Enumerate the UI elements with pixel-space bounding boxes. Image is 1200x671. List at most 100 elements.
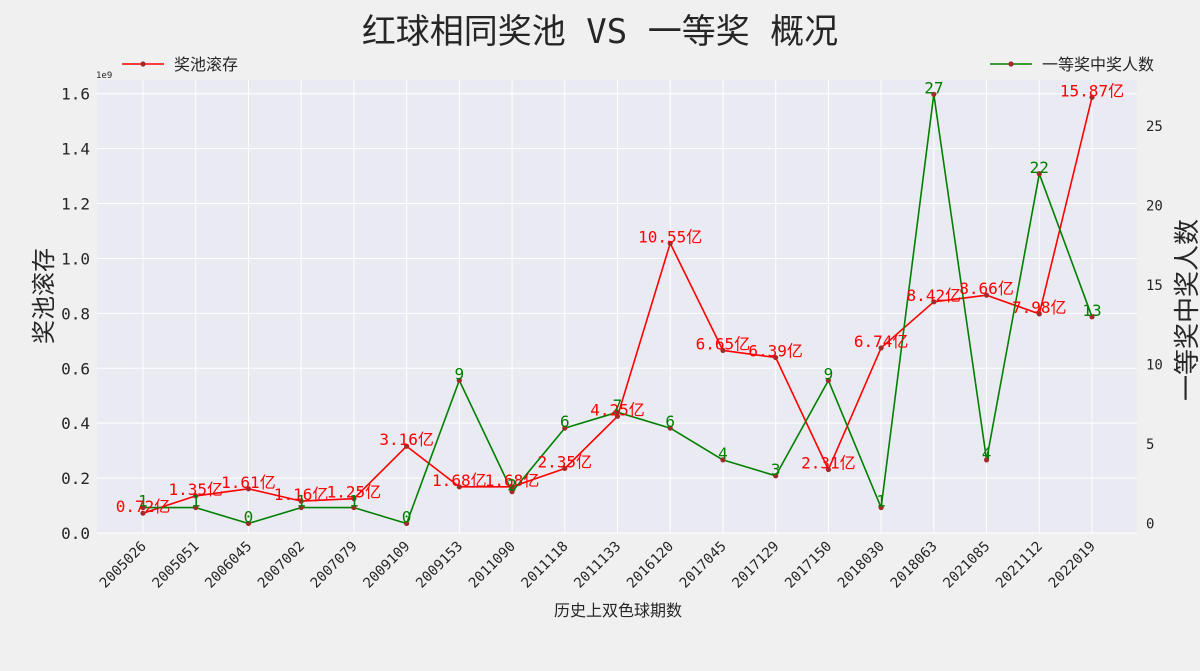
data-label: 22 [1030,158,1049,177]
y-tick-label: 0.8 [61,304,90,323]
y-tick-label: 1.2 [61,195,90,214]
x-tick-label: 2009153 [413,539,466,592]
series-lines [140,91,1095,527]
data-point [1036,171,1042,177]
x-tick-label: 2021112 [993,539,1046,592]
data-label: 6 [560,412,570,431]
data-label: 6.39亿 [748,342,803,361]
data-label: 3 [771,460,781,479]
y2-tick-label: 25 [1146,119,1163,135]
data-label: 6 [665,412,675,431]
y-tick-label: 0.2 [61,469,90,488]
data-label: 2 [507,476,517,495]
chart-title: 红球相同奖池 VS 一等奖 概况 [362,12,838,52]
data-point [983,457,990,463]
x-tick-label: 2021085 [940,539,993,592]
y2-tick-label: 10 [1146,358,1163,374]
x-tick-label: 2011133 [571,539,624,592]
x-tick-label: 2011118 [519,539,572,592]
data-point [878,345,884,351]
data-point [720,347,726,353]
data-label: 10.55亿 [638,227,702,246]
data-point [245,486,252,492]
y-tick-label: 0.0 [61,524,90,543]
data-point [878,504,884,511]
x-tick-label: 2009109 [360,539,413,592]
y-tick-label: 0.6 [61,359,90,378]
legend-right: 一等奖中奖人数 [990,55,1154,74]
data-label: 1.61亿 [221,473,276,492]
y2-tick-label: 0 [1146,516,1154,532]
data-point [614,409,621,415]
data-point [562,465,568,472]
grid [97,80,1137,534]
data-point [720,457,726,463]
data-label: 15.87亿 [1060,81,1124,100]
data-label: 8.42亿 [907,286,962,305]
legend-label-winners: 一等奖中奖人数 [1042,55,1154,74]
x-tick-label: 2005026 [97,539,150,592]
data-point [509,489,515,495]
x-tick-label: 2006045 [202,539,255,592]
data-point [667,425,673,431]
data-label: 1 [349,492,359,511]
data-label: 7.98亿 [1012,298,1067,317]
y-tick-label: 1.4 [61,140,90,159]
x-tick-label: 2017045 [677,539,730,592]
data-label: 6.65亿 [696,334,751,353]
data-point [298,504,304,511]
data-label: 1.25亿 [327,483,382,502]
data-point [667,240,673,246]
x-tick-label: 2011090 [466,539,519,592]
data-point [773,473,779,479]
data-label: 1 [191,492,201,511]
data-point [404,443,410,449]
y-tick-label: 1.0 [61,249,90,268]
data-point [614,413,621,419]
y-tick-label: 1.6 [61,85,90,104]
data-label: 9 [824,364,834,383]
x-tick-label: 2016120 [624,539,677,592]
data-point [140,510,146,516]
legend-label-jackpot: 奖池滚存 [174,55,238,74]
data-point [245,520,252,527]
data-point [773,354,779,361]
x-tick-label: 2017129 [729,539,782,592]
data-point [193,493,199,499]
data-point [983,292,990,298]
data-label: 4.25亿 [590,400,645,419]
data-point [931,299,937,305]
data-point [351,496,357,502]
legend-left: 奖池滚存 [122,55,238,74]
data-label: 1.16亿 [274,485,329,504]
data-point [825,466,831,473]
data-point [1036,311,1042,317]
legend-marker-winners [1008,61,1014,67]
y2-tick-label: 15 [1146,278,1163,294]
data-point [456,377,462,384]
data-point [509,484,515,490]
y2-axis-label: 一等奖中奖人数 [1173,219,1200,401]
data-label: 1 [138,492,148,511]
x-axis-label: 历史上双色球期数 [554,601,682,620]
x-tick-label: 2017150 [782,539,835,592]
data-label: 0 [402,507,412,526]
data-point [404,520,410,527]
x-tick-label: 2018030 [835,539,888,592]
data-point [931,91,937,97]
x-tick-label: 2005051 [150,539,203,592]
data-label: 7 [613,396,623,415]
x-tick-label: 2007002 [255,539,308,592]
data-label: 0.72亿 [116,497,171,516]
data-label: 4 [718,444,728,463]
data-label: 4 [982,444,992,463]
data-point [351,504,357,511]
data-point [1089,314,1095,320]
x-tick-label: 2007079 [308,539,361,592]
data-label: 3.16亿 [379,430,434,449]
data-label: 2.31亿 [801,454,856,473]
data-point [825,377,831,384]
data-label: 0 [244,507,254,526]
